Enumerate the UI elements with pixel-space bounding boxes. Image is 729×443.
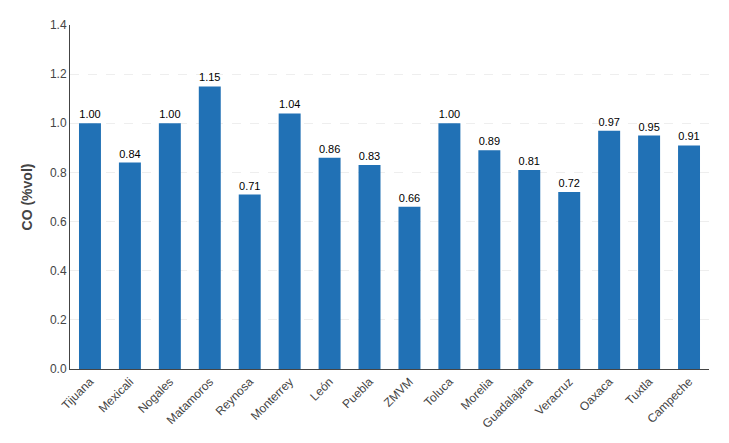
svg-text:0.97: 0.97 [598, 116, 619, 128]
svg-text:1.04: 1.04 [279, 98, 300, 110]
svg-text:0.71: 0.71 [239, 180, 260, 192]
svg-text:Guadalajara: Guadalajara [480, 375, 536, 431]
svg-text:Mexicali: Mexicali [96, 375, 137, 416]
svg-text:Campeche: Campeche [644, 375, 695, 426]
svg-text:0.66: 0.66 [399, 192, 420, 204]
svg-text:0.84: 0.84 [119, 148, 140, 160]
svg-text:0.95: 0.95 [638, 121, 659, 133]
svg-text:0.91: 0.91 [678, 130, 699, 142]
svg-text:0.4: 0.4 [50, 264, 67, 278]
svg-text:Monterrey: Monterrey [248, 375, 296, 423]
svg-text:Matamoros: Matamoros [164, 375, 216, 427]
svg-text:0.8: 0.8 [50, 166, 67, 180]
svg-text:Puebla: Puebla [340, 375, 377, 412]
svg-text:ZMVM: ZMVM [381, 375, 416, 410]
svg-text:0.86: 0.86 [319, 143, 340, 155]
svg-text:0.81: 0.81 [519, 155, 540, 167]
svg-text:1.00: 1.00 [159, 108, 180, 120]
svg-text:0.72: 0.72 [559, 177, 580, 189]
svg-text:León: León [307, 375, 336, 404]
svg-text:Veracruz: Veracruz [532, 375, 575, 418]
svg-text:1.00: 1.00 [79, 108, 100, 120]
svg-text:0.83: 0.83 [359, 150, 380, 162]
svg-text:0.2: 0.2 [50, 313, 67, 327]
svg-text:1.15: 1.15 [199, 71, 220, 83]
svg-text:Reynosa: Reynosa [213, 375, 257, 419]
svg-text:0.6: 0.6 [50, 215, 67, 229]
svg-text:Oaxaca: Oaxaca [576, 375, 615, 414]
svg-text:Tijuana: Tijuana [59, 375, 97, 413]
svg-text:1.4: 1.4 [50, 18, 67, 32]
svg-text:Tuxtla: Tuxtla [623, 375, 656, 408]
svg-text:1.00: 1.00 [439, 108, 460, 120]
svg-text:Morelia: Morelia [458, 375, 496, 413]
svg-text:1.2: 1.2 [50, 67, 67, 81]
svg-text:0.89: 0.89 [479, 135, 500, 147]
svg-text:1.0: 1.0 [50, 116, 67, 130]
svg-text:CO (%vol): CO (%vol) [19, 164, 35, 231]
svg-text:0.0: 0.0 [50, 362, 67, 376]
svg-text:Toluca: Toluca [421, 375, 456, 410]
svg-text:Nogales: Nogales [135, 375, 176, 416]
